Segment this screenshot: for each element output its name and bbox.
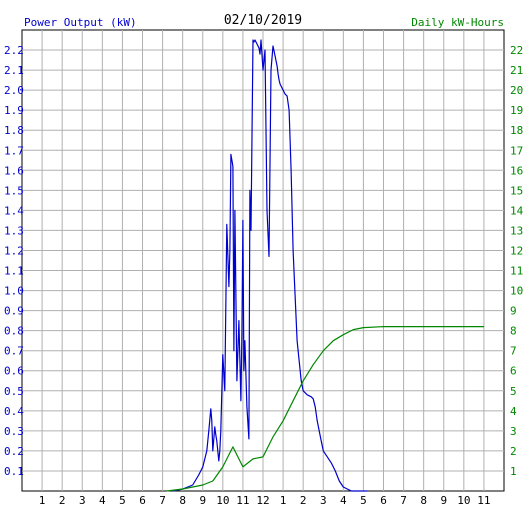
- y-tick-label-right: 21: [510, 64, 523, 77]
- x-tick-label: 4: [99, 494, 106, 507]
- grid: [22, 30, 504, 491]
- x-tick-label: 6: [139, 494, 146, 507]
- x-tick-label: 7: [400, 494, 407, 507]
- y-tick-label-left: 0.9: [4, 305, 24, 318]
- x-tick-label: 7: [159, 494, 166, 507]
- series-group: [166, 39, 484, 492]
- y-tick-label-right: 17: [510, 144, 523, 157]
- x-tick-label: 10: [457, 494, 470, 507]
- power-output-line: [172, 39, 368, 492]
- chart-title: 02/10/2019: [224, 13, 302, 28]
- y-tick-label-right: 6: [510, 365, 517, 378]
- x-tick-label: 1: [39, 494, 46, 507]
- y-tick-label-left: 1.1: [4, 265, 24, 278]
- y-tick-label-right: 18: [510, 124, 523, 137]
- x-tick-label: 9: [440, 494, 447, 507]
- y-tick-label-right: 13: [510, 224, 523, 237]
- y-tick-label-right: 1: [510, 465, 517, 478]
- y-tick-label-left: 2.2: [4, 44, 24, 57]
- x-tick-label: 10: [216, 494, 229, 507]
- left-axis-ticks: 0.1 0.2 0.3 0.4 0.5 0.6 0.7 0.8 0.9 1.0 1.1 1.2 1.3 1…: [4, 44, 24, 478]
- y-tick-label-left: 1.2: [4, 244, 24, 257]
- y-tick-label-left: 0.7: [4, 345, 24, 358]
- y-tick-label-right: 11: [510, 265, 523, 278]
- y-tick-label-left: 1.7: [4, 144, 24, 157]
- right-axis-title: Daily kW-Hours: [411, 16, 504, 29]
- y-tick-label-left: 1.8: [4, 124, 24, 137]
- y-tick-label-left: 1.3: [4, 224, 24, 237]
- y-tick-label-right: 15: [510, 184, 523, 197]
- y-tick-label-left: 0.3: [4, 425, 24, 438]
- y-tick-label-left: 0.2: [4, 445, 24, 458]
- y-tick-label-left: 2.1: [4, 64, 24, 77]
- y-tick-label-left: 0.8: [4, 325, 24, 338]
- x-tick-label: 11: [477, 494, 490, 507]
- y-tick-label-right: 5: [510, 385, 517, 398]
- x-tick-label: 8: [420, 494, 427, 507]
- y-tick-label-right: 19: [510, 104, 523, 117]
- y-tick-label-left: 1.9: [4, 104, 24, 117]
- y-tick-label-right: 16: [510, 164, 523, 177]
- y-tick-label-left: 2.0: [4, 84, 24, 97]
- y-tick-label-right: 9: [510, 305, 517, 318]
- x-axis-ticks: 1 2 3 4 5 6 7 8 9 10 11 12 1 2 3 4 5 6 7 8 9 10 11: [39, 494, 491, 507]
- y-tick-label-right: 20: [510, 84, 523, 97]
- y-tick-label-right: 2: [510, 445, 517, 458]
- x-tick-label: 6: [380, 494, 387, 507]
- y-tick-label-right: 14: [510, 204, 524, 217]
- y-tick-label-right: 8: [510, 325, 517, 338]
- x-tick-label: 2: [59, 494, 66, 507]
- y-tick-label-left: 1.5: [4, 184, 24, 197]
- y-tick-label-right: 22: [510, 44, 523, 57]
- x-tick-label: 8: [179, 494, 186, 507]
- x-tick-label: 5: [360, 494, 367, 507]
- y-tick-label-left: 1.6: [4, 164, 24, 177]
- y-tick-label-right: 7: [510, 345, 517, 358]
- y-tick-label-right: 10: [510, 285, 523, 298]
- x-tick-label: 4: [340, 494, 347, 507]
- x-tick-label: 12: [256, 494, 269, 507]
- y-tick-label-right: 3: [510, 425, 517, 438]
- x-tick-label: 11: [236, 494, 249, 507]
- y-tick-label-left: 0.6: [4, 365, 24, 378]
- y-tick-label-left: 0.1: [4, 465, 24, 478]
- x-tick-label: 3: [320, 494, 327, 507]
- y-tick-label-right: 12: [510, 244, 523, 257]
- y-tick-label-left: 0.4: [4, 405, 24, 418]
- y-tick-label-left: 1.0: [4, 285, 24, 298]
- left-axis-title: Power Output (kW): [24, 16, 137, 29]
- y-tick-label-right: 4: [510, 405, 517, 418]
- x-tick-label: 2: [300, 494, 307, 507]
- daily-kwh-line: [166, 326, 484, 492]
- y-tick-label-left: 0.5: [4, 385, 24, 398]
- y-tick-label-left: 1.4: [4, 204, 24, 217]
- x-tick-label: 3: [79, 494, 86, 507]
- x-tick-label: 9: [199, 494, 206, 507]
- x-tick-label: 1: [280, 494, 287, 507]
- x-tick-label: 5: [119, 494, 126, 507]
